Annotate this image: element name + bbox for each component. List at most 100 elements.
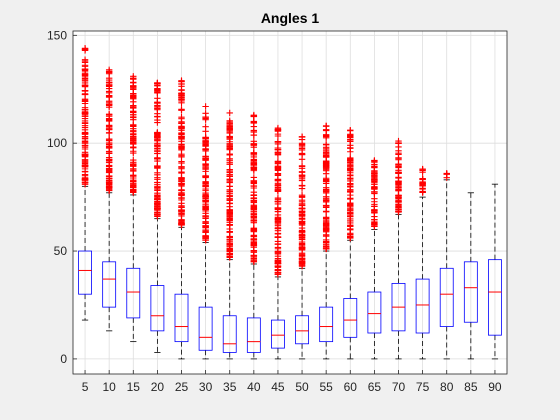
- outlier-marker: [105, 126, 113, 133]
- outlier-marker: [226, 188, 233, 195]
- box-iqr: [319, 306, 334, 343]
- x-tick-label: 35: [223, 380, 237, 394]
- outlier-marker: [105, 183, 113, 191]
- outlier-marker: [322, 160, 330, 168]
- outlier-marker: [154, 79, 161, 86]
- outlier-marker: [322, 132, 330, 139]
- outlier-marker: [154, 192, 161, 199]
- outlier-marker: [202, 103, 209, 110]
- outlier-marker: [419, 165, 426, 173]
- box-iqr: [343, 298, 358, 338]
- outlier-marker: [81, 82, 89, 89]
- outlier-marker: [347, 231, 354, 238]
- box-iqr: [174, 293, 189, 343]
- outlier-marker: [81, 160, 89, 167]
- outlier-marker: [371, 168, 378, 175]
- outlier-marker: [226, 120, 233, 128]
- outliers: [81, 45, 89, 188]
- box-iqr: [78, 250, 92, 295]
- outlier-marker: [81, 62, 89, 69]
- plot-area: [78, 45, 502, 360]
- outlier-marker: [322, 178, 330, 185]
- outlier-marker: [81, 142, 89, 149]
- outlier-marker: [202, 204, 209, 212]
- outlier-marker: [322, 150, 330, 157]
- outlier-marker: [105, 100, 113, 108]
- outlier-marker: [250, 140, 258, 147]
- outlier-marker: [250, 192, 258, 199]
- outlier-marker: [250, 242, 258, 249]
- outlier-marker: [154, 86, 161, 94]
- outlier-marker: [202, 110, 209, 117]
- outlier-marker: [178, 118, 185, 125]
- box-iqr: [102, 261, 117, 308]
- box-5: [78, 45, 92, 321]
- outlier-marker: [81, 153, 89, 160]
- outlier-marker: [250, 253, 258, 260]
- outlier-marker: [274, 224, 282, 231]
- outlier-marker: [226, 239, 233, 247]
- outlier-marker: [178, 91, 185, 98]
- outlier-marker: [178, 200, 185, 207]
- outlier-marker: [154, 95, 161, 102]
- outliers: [395, 137, 402, 216]
- y-tick-label: 50: [54, 244, 68, 258]
- outlier-marker: [154, 200, 161, 207]
- outlier-marker: [105, 81, 113, 89]
- y-tick-label: 150: [47, 28, 67, 42]
- box-iqr: [271, 319, 285, 349]
- outlier-marker: [298, 205, 306, 213]
- outlier-marker: [81, 172, 89, 179]
- outlier-marker: [105, 137, 113, 144]
- outlier-marker: [322, 233, 330, 240]
- chart-title: Angles 1: [261, 10, 320, 26]
- x-tick-label: 65: [368, 380, 382, 394]
- outlier-marker: [130, 149, 137, 157]
- outlier-marker: [226, 247, 233, 255]
- outlier-marker: [395, 137, 402, 145]
- box-55: [319, 122, 334, 360]
- outlier-marker: [178, 206, 185, 214]
- x-tick-label: 5: [82, 380, 89, 394]
- outlier-marker: [274, 149, 282, 157]
- outlier-marker: [81, 73, 89, 81]
- axes-frame: [72, 30, 508, 375]
- outlier-marker: [226, 109, 233, 117]
- outlier-marker: [226, 173, 233, 180]
- outlier-marker: [81, 180, 89, 188]
- outlier-marker: [274, 208, 282, 215]
- outlier-marker: [274, 124, 282, 132]
- outlier-marker: [347, 163, 354, 170]
- outlier-marker: [298, 215, 306, 223]
- outlier-marker: [178, 77, 185, 84]
- outlier-marker: [274, 170, 282, 177]
- outlier-marker: [105, 144, 113, 151]
- outlier-marker: [202, 142, 209, 150]
- box-15: [126, 73, 141, 343]
- axes-background: [73, 31, 507, 374]
- outlier-marker: [130, 133, 137, 140]
- box-iqr: [126, 267, 141, 319]
- outliers: [371, 157, 378, 230]
- box-30: [198, 103, 213, 360]
- outlier-marker: [130, 143, 137, 151]
- outlier-marker: [81, 165, 89, 173]
- outlier-marker: [154, 179, 161, 186]
- x-tick-label: 75: [416, 380, 430, 394]
- outlier-marker: [250, 219, 258, 226]
- outlier-marker: [347, 156, 354, 164]
- outlier-marker: [178, 143, 185, 150]
- outlier-marker: [395, 178, 402, 185]
- box-iqr: [246, 317, 261, 353]
- box-40: [246, 111, 261, 360]
- box-90: [488, 183, 502, 360]
- outliers: [202, 103, 209, 244]
- outlier-marker: [178, 168, 185, 176]
- outlier-marker: [130, 121, 137, 128]
- outlier-marker: [322, 189, 330, 197]
- outlier-marker: [274, 138, 282, 146]
- x-tick-label: 15: [127, 380, 141, 394]
- box-50: [295, 133, 309, 360]
- outlier-marker: [178, 190, 185, 197]
- outlier-marker: [371, 184, 378, 191]
